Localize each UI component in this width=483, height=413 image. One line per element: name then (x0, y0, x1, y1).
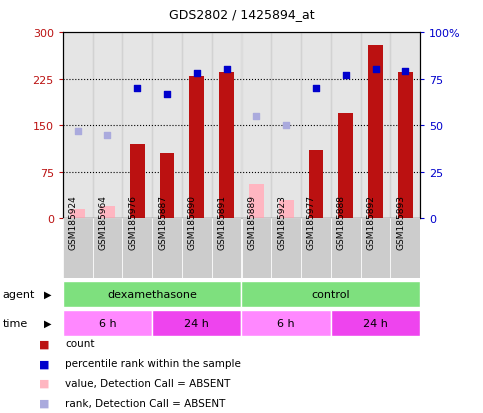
Text: ■: ■ (39, 358, 49, 368)
Text: agent: agent (2, 289, 35, 299)
Bar (331, 33, 361, 219)
Point (342, 73, 350, 79)
Bar (152, 33, 182, 219)
Text: ■: ■ (39, 378, 49, 388)
Point (253, 113, 260, 120)
Bar (309, 151, 324, 219)
Text: rank, Detection Call = ABSENT: rank, Detection Call = ABSENT (65, 398, 226, 408)
Text: time: time (2, 318, 28, 328)
Text: 24 h: 24 h (363, 318, 388, 328)
Text: dexamethasone: dexamethasone (107, 289, 197, 299)
Point (223, 67, 230, 74)
Text: GDS2802 / 1425894_at: GDS2802 / 1425894_at (169, 8, 314, 21)
Point (74, 128, 82, 135)
Bar (93, 33, 122, 219)
Bar (70, 210, 85, 219)
Bar (271, 33, 301, 219)
Bar (398, 73, 413, 219)
Text: 6 h: 6 h (99, 318, 116, 328)
Bar (189, 76, 204, 219)
Bar (390, 219, 420, 279)
Text: ▶: ▶ (43, 318, 51, 328)
Text: ■: ■ (39, 398, 49, 408)
Text: 6 h: 6 h (277, 318, 295, 328)
Bar (93, 219, 122, 279)
Bar (390, 33, 420, 219)
Point (193, 71, 201, 77)
Text: GSM185890: GSM185890 (188, 195, 197, 249)
Bar (361, 219, 390, 279)
Text: GSM185977: GSM185977 (307, 195, 316, 249)
Bar (63, 33, 93, 219)
Text: GSM185888: GSM185888 (337, 195, 346, 249)
Bar (63, 219, 93, 279)
Text: ▶: ▶ (43, 289, 51, 299)
Bar (249, 185, 264, 219)
Bar (122, 219, 152, 279)
Bar (331, 310, 420, 337)
Bar (212, 219, 242, 279)
Point (312, 85, 320, 92)
Bar (219, 73, 234, 219)
Point (372, 67, 380, 74)
Text: GSM185893: GSM185893 (397, 195, 405, 249)
Bar (152, 310, 242, 337)
Text: GSM185892: GSM185892 (367, 195, 376, 249)
Text: ■: ■ (39, 339, 49, 349)
Bar (130, 145, 145, 219)
Text: percentile rank within the sample: percentile rank within the sample (65, 358, 241, 368)
Bar (331, 219, 361, 279)
Bar (368, 45, 383, 219)
Bar (301, 219, 331, 279)
Text: GSM185924: GSM185924 (69, 195, 78, 249)
Text: 24 h: 24 h (185, 318, 209, 328)
Point (401, 69, 409, 75)
Bar (182, 33, 212, 219)
Bar (63, 281, 242, 308)
Bar (279, 200, 294, 219)
Bar (212, 33, 242, 219)
Point (282, 123, 290, 129)
Text: GSM185887: GSM185887 (158, 195, 167, 249)
Text: GSM185923: GSM185923 (277, 195, 286, 249)
Text: GSM185889: GSM185889 (247, 195, 256, 249)
Bar (361, 33, 390, 219)
Bar (122, 33, 152, 219)
Bar (338, 114, 353, 219)
Point (104, 132, 112, 139)
Text: GSM185964: GSM185964 (99, 195, 108, 249)
Bar (242, 310, 331, 337)
Bar (159, 154, 174, 219)
Bar (301, 33, 331, 219)
Bar (182, 219, 212, 279)
Text: control: control (312, 289, 350, 299)
Point (163, 91, 171, 98)
Text: GSM185891: GSM185891 (218, 195, 227, 249)
Point (133, 85, 141, 92)
Bar (242, 33, 271, 219)
Bar (100, 206, 115, 219)
Bar (271, 219, 301, 279)
Text: count: count (65, 339, 95, 349)
Bar (63, 310, 152, 337)
Text: value, Detection Call = ABSENT: value, Detection Call = ABSENT (65, 378, 230, 388)
Bar (242, 281, 420, 308)
Bar (152, 219, 182, 279)
Bar (242, 219, 271, 279)
Text: GSM185976: GSM185976 (128, 195, 137, 249)
